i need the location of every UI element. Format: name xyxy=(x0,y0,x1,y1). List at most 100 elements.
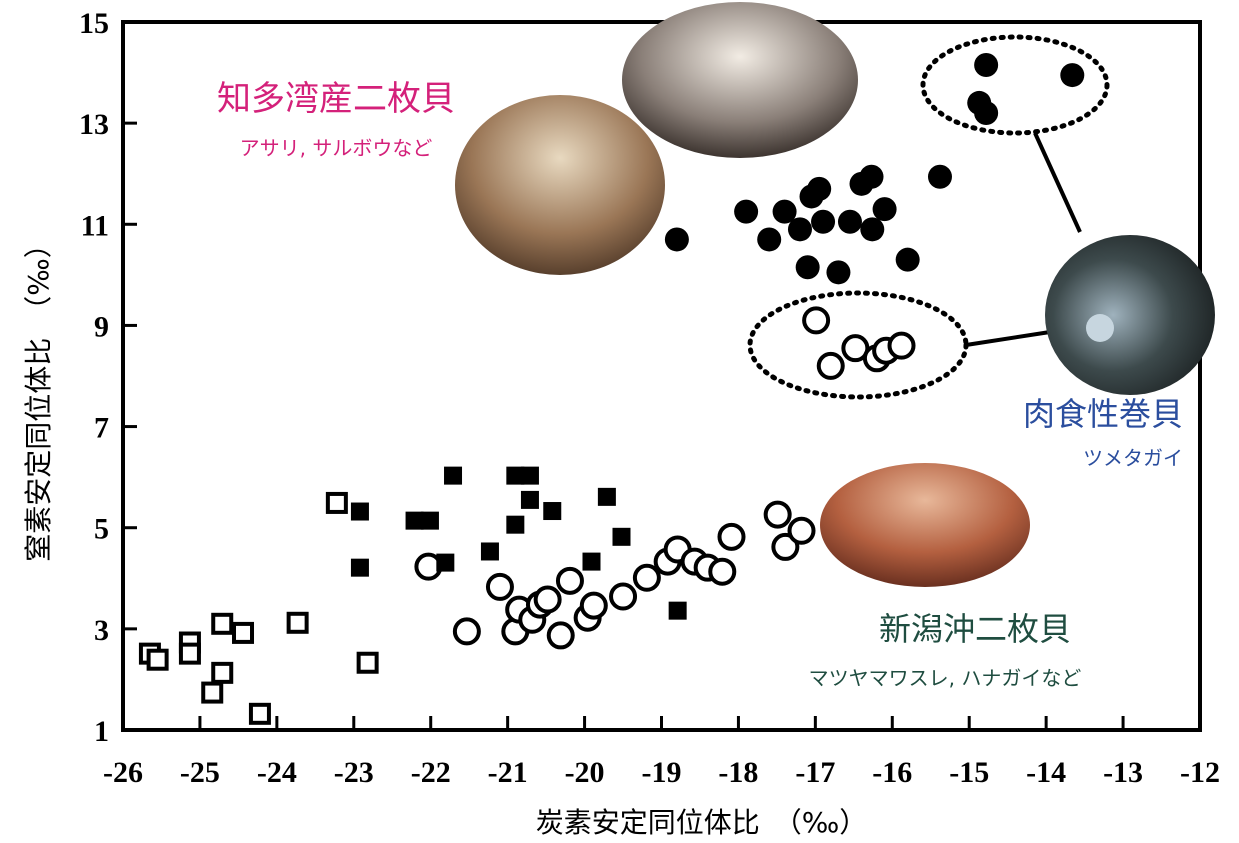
shell-photo xyxy=(820,463,1030,587)
point xyxy=(506,466,525,485)
point xyxy=(452,617,481,646)
group-outline xyxy=(920,34,1110,136)
point xyxy=(146,648,169,671)
point xyxy=(444,466,463,485)
x-tick-label: -17 xyxy=(795,756,835,789)
point xyxy=(555,566,584,595)
point xyxy=(787,516,816,545)
annotation: アサリ, サルボウなど xyxy=(240,136,433,160)
point xyxy=(787,217,812,242)
point xyxy=(248,702,271,725)
y-tick-label: 1 xyxy=(94,715,109,748)
point xyxy=(734,199,759,224)
y-tick-label: 7 xyxy=(94,412,109,445)
point xyxy=(799,184,824,209)
y-tick-label: 11 xyxy=(81,209,109,242)
point xyxy=(795,255,820,280)
point xyxy=(211,612,234,635)
y-tick-label: 13 xyxy=(79,108,109,141)
shell-photo xyxy=(622,2,858,158)
point xyxy=(582,552,601,571)
point xyxy=(668,601,687,620)
annotation: 新潟沖二枚貝 xyxy=(879,610,1071,648)
point xyxy=(232,621,255,644)
annotation: 肉食性巻貝 xyxy=(1023,395,1183,433)
point xyxy=(895,247,920,272)
point xyxy=(325,491,348,514)
point xyxy=(612,527,631,546)
point xyxy=(579,591,608,620)
x-axis-label: 炭素安定同位体比 （‰） xyxy=(536,806,868,839)
point xyxy=(664,227,689,252)
point xyxy=(802,306,831,335)
shell-photo xyxy=(1086,314,1114,342)
y-tick-label: 9 xyxy=(94,310,109,343)
point xyxy=(350,558,369,577)
x-tick-label: -26 xyxy=(103,756,143,789)
point xyxy=(837,209,862,234)
x-tick-label: -22 xyxy=(411,756,451,789)
point xyxy=(286,611,309,634)
x-tick-label: -14 xyxy=(1026,756,1066,789)
point xyxy=(826,260,851,285)
point xyxy=(178,642,201,665)
point xyxy=(816,351,845,380)
point xyxy=(485,572,514,601)
annotation: ツメタガイ xyxy=(1083,446,1183,470)
point xyxy=(632,563,661,592)
point xyxy=(533,585,562,614)
point xyxy=(546,621,575,650)
point xyxy=(974,101,999,126)
point xyxy=(520,490,539,509)
y-tick-label: 5 xyxy=(94,513,109,546)
point xyxy=(811,209,836,234)
x-tick-label: -19 xyxy=(642,756,682,789)
point xyxy=(887,331,916,360)
point xyxy=(543,502,562,521)
x-tick-label: -20 xyxy=(565,756,605,789)
point xyxy=(771,532,800,561)
point xyxy=(772,199,797,224)
point xyxy=(1060,63,1085,88)
plot-area: -26 -25 -24 -23 -22 -21 -20 -19 -18 -17 -16 -15 -14 -… xyxy=(22,7,1220,839)
x-tick-label: -21 xyxy=(488,756,528,789)
point xyxy=(480,542,499,561)
point xyxy=(609,582,638,611)
annotation: 知多湾産二枚貝 xyxy=(217,79,455,119)
point xyxy=(506,515,525,534)
point xyxy=(520,466,539,485)
point xyxy=(597,487,616,506)
point xyxy=(420,511,439,530)
point xyxy=(849,171,874,196)
point xyxy=(763,500,792,529)
point xyxy=(757,227,782,252)
illustration xyxy=(455,2,1215,587)
annotation: マツヤマワスレ, ハナガイなど xyxy=(809,666,1082,690)
x-tick-label: -25 xyxy=(180,756,220,789)
y-axis-label: 窒素安定同位体比 （‰） xyxy=(22,230,55,562)
point xyxy=(872,197,897,222)
point xyxy=(927,164,952,189)
point xyxy=(974,52,999,77)
y-tick-label: 15 xyxy=(79,7,109,40)
shell-photo xyxy=(455,95,665,275)
x-tick-label: -13 xyxy=(1103,756,1143,789)
x-tick-label: -12 xyxy=(1180,756,1220,789)
point xyxy=(708,557,737,586)
point xyxy=(350,502,369,521)
point xyxy=(356,651,379,674)
x-tick-label: -18 xyxy=(718,756,758,789)
x-tick-label: -24 xyxy=(257,756,297,789)
x-tick-label: -15 xyxy=(949,756,989,789)
point xyxy=(211,661,234,684)
shell-photo xyxy=(1045,235,1215,395)
point xyxy=(405,511,424,530)
callout-line xyxy=(965,330,1051,347)
point xyxy=(436,553,455,572)
x-tick-label: -23 xyxy=(334,756,374,789)
point xyxy=(860,217,885,242)
x-tick-label: -16 xyxy=(872,756,912,789)
y-tick-label: 3 xyxy=(94,614,109,647)
